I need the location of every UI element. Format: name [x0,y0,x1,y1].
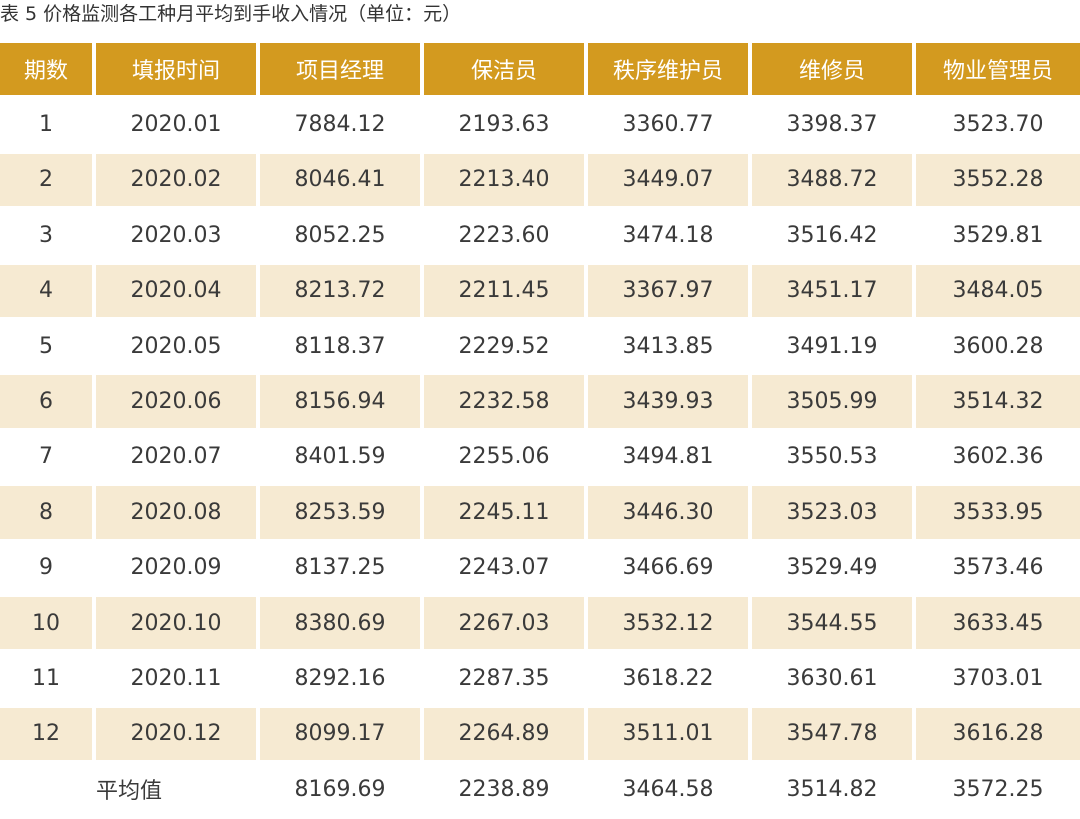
average-value: 2238.89 [424,763,588,819]
cell-value: 2229.52 [424,319,588,376]
income-table: 期数 填报时间 项目经理 保洁员 秩序维护员 维修员 物业管理员 1 2020.… [0,43,1080,819]
cell-period: 1 [0,98,96,154]
cell-value: 8099.17 [260,707,424,764]
cell-value: 2287.35 [424,652,588,708]
average-value: 3572.25 [916,763,1080,819]
cell-value: 3630.61 [752,652,916,708]
cell-value: 8253.59 [260,486,424,542]
cell-period: 2 [0,153,96,210]
cell-value: 3511.01 [588,707,752,764]
cell-value: 3529.81 [916,209,1080,265]
cell-date: 2020.02 [96,153,260,210]
cell-value: 3516.42 [752,209,916,265]
header-project-manager: 项目经理 [260,43,424,99]
cell-value: 3360.77 [588,98,752,154]
average-value: 8169.69 [260,763,424,819]
cell-value: 3505.99 [752,375,916,431]
cell-value: 3523.70 [916,98,1080,154]
header-property-admin: 物业管理员 [916,43,1080,99]
cell-value: 3413.85 [588,319,752,376]
cell-value: 3532.12 [588,596,752,653]
cell-period: 12 [0,707,96,764]
cell-value: 8052.25 [260,209,424,265]
cell-value: 2243.07 [424,541,588,597]
table-caption: 表 5 价格监测各工种月平均到手收入情况（单位：元） [0,3,462,25]
cell-value: 3602.36 [916,431,1080,487]
cell-date: 2020.06 [96,375,260,431]
cell-value: 8046.41 [260,153,424,210]
cell-period: 7 [0,430,96,487]
average-value: 3464.58 [588,763,752,819]
cell-value: 3550.53 [752,430,916,487]
header-fill-date: 填报时间 [96,43,260,99]
cell-period: 4 [0,264,96,320]
cell-value: 3367.97 [588,264,752,320]
cell-date: 2020.01 [96,98,260,154]
cell-date: 2020.04 [96,264,260,320]
cell-value: 3552.28 [916,153,1080,210]
cell-value: 2232.58 [424,375,588,431]
cell-period: 8 [0,486,96,542]
cell-value: 3618.22 [588,652,752,708]
cell-period: 9 [0,541,96,597]
cell-value: 3439.93 [588,375,752,431]
cell-value: 3600.28 [916,320,1080,376]
cell-value: 2223.60 [424,209,588,265]
cell-date: 2020.05 [96,319,260,376]
cell-value: 8137.25 [260,541,424,597]
cell-value: 3466.69 [588,541,752,597]
cell-value: 2211.45 [424,264,588,320]
cell-date: 2020.07 [96,430,260,487]
cell-value: 3523.03 [752,486,916,542]
cell-value: 3573.46 [916,542,1080,597]
cell-value: 8401.59 [260,430,424,487]
cell-value: 3488.72 [752,153,916,210]
cell-value: 3449.07 [588,153,752,210]
cell-value: 2255.06 [424,430,588,487]
cell-value: 3616.28 [916,707,1080,764]
cell-value: 2213.40 [424,153,588,210]
header-cleaner: 保洁员 [424,43,588,99]
cell-period: 5 [0,319,96,376]
cell-date: 2020.11 [96,652,260,708]
header-maintenance: 维修员 [752,43,916,99]
cell-value: 3451.17 [752,264,916,320]
cell-value: 3491.19 [752,319,916,376]
cell-value: 8213.72 [260,264,424,320]
cell-value: 3547.78 [752,707,916,764]
cell-date: 2020.03 [96,209,260,265]
cell-value: 3474.18 [588,209,752,265]
cell-value: 3446.30 [588,486,752,542]
cell-value: 2193.63 [424,98,588,154]
cell-value: 3484.05 [916,264,1080,320]
cell-period: 3 [0,209,96,265]
cell-value: 2245.11 [424,486,588,542]
cell-value: 2264.89 [424,707,588,764]
cell-date: 2020.12 [96,707,260,764]
cell-value: 3514.32 [916,375,1080,431]
cell-value: 3398.37 [752,98,916,154]
header-period: 期数 [0,43,96,99]
cell-value: 8292.16 [260,652,424,708]
cell-date: 2020.10 [96,596,260,653]
average-value: 3514.82 [752,763,916,819]
cell-value: 3544.55 [752,596,916,653]
cell-period: 10 [0,596,96,653]
cell-value: 3494.81 [588,430,752,487]
cell-value: 3533.95 [916,486,1080,542]
cell-value: 2267.03 [424,596,588,653]
cell-value: 8156.94 [260,375,424,431]
cell-date: 2020.09 [96,541,260,597]
cell-value: 3703.01 [916,652,1080,708]
cell-date: 2020.08 [96,486,260,542]
cell-value: 7884.12 [260,98,424,154]
cell-period: 6 [0,375,96,431]
cell-period: 11 [0,652,96,708]
cell-value: 8380.69 [260,596,424,653]
cell-value: 3633.45 [916,596,1080,653]
header-security: 秩序维护员 [588,43,752,99]
cell-value: 3529.49 [752,541,916,597]
average-label: 平均值 [0,763,260,819]
cell-value: 8118.37 [260,319,424,376]
